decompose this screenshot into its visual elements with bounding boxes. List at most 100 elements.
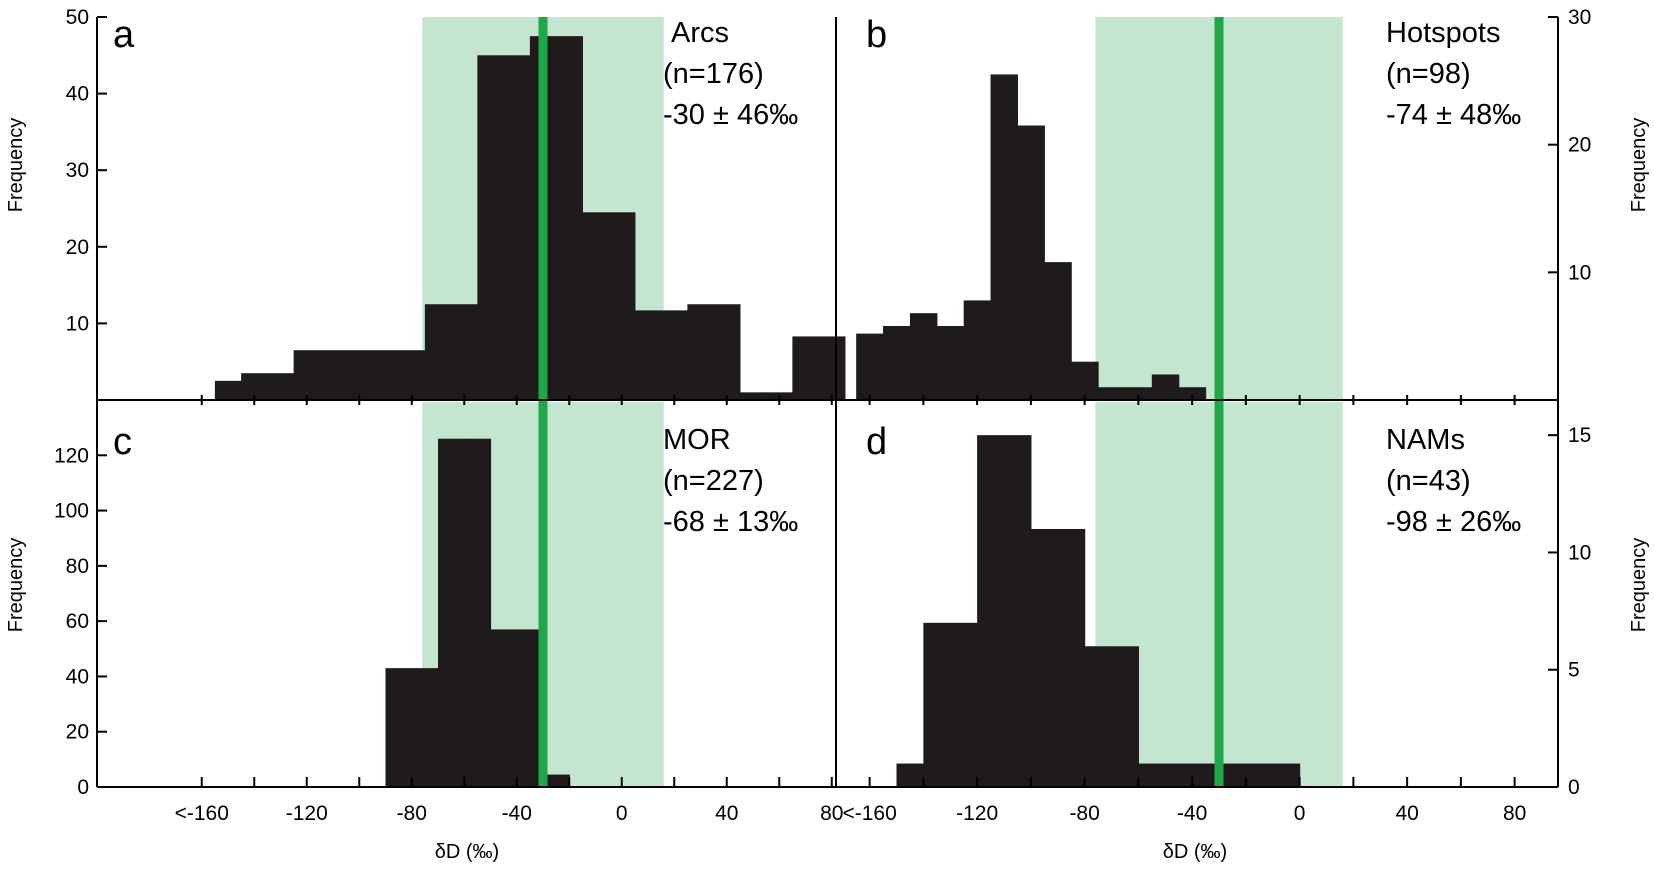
histogram-bar	[1044, 262, 1072, 400]
panel-stat-d: -98 ± 26‰	[1386, 506, 1521, 538]
histogram-bar	[411, 668, 439, 787]
y-tick-label: 20	[1568, 134, 1591, 157]
histogram-bar	[608, 212, 636, 400]
panel-title-b: Hotspots	[1386, 17, 1500, 49]
panel-a: 10 20 30 40 50 a Arcs (n=176) -30 ± 46‰	[66, 6, 846, 401]
y-tick-label: 80	[66, 555, 89, 578]
histogram-bar	[1057, 529, 1086, 787]
histogram-bar	[490, 629, 518, 787]
y-tick-label: 40	[66, 83, 89, 106]
histogram-bar	[1071, 361, 1099, 400]
y-axis-title-b: Frequency	[1628, 118, 1650, 213]
x-tick-label: <-160	[842, 802, 896, 825]
panel-stat-c: -68 ± 13‰	[663, 506, 798, 538]
y-axis-title-a: Frequency	[5, 118, 27, 213]
x-tick-label: -80	[1069, 802, 1099, 825]
panel-title-c: MOR	[663, 424, 731, 456]
histogram-bar	[582, 212, 610, 400]
mean-line-c	[538, 400, 548, 787]
y-tick-label: 10	[66, 312, 89, 335]
histogram-bar	[477, 55, 505, 401]
histogram-bar	[438, 438, 465, 787]
histogram-bar	[1084, 646, 1113, 787]
histogram-bar	[896, 763, 924, 787]
histogram-bar	[241, 373, 295, 400]
x-tick-label: 0	[616, 802, 628, 825]
histogram-bar	[909, 313, 938, 400]
y-tick-label: 100	[54, 500, 89, 523]
histogram-bar	[1272, 763, 1301, 787]
panel-n-d: (n=43)	[1386, 465, 1471, 497]
x-tick-label: -120	[956, 802, 998, 825]
y-tick-label: 15	[1568, 424, 1591, 447]
histogram-bar	[923, 622, 951, 787]
histogram-bar	[950, 622, 978, 787]
y-tick-label: 0	[77, 776, 89, 799]
panel-letter-b: b	[866, 14, 887, 56]
mean-line-b	[1214, 17, 1224, 400]
panel-letter-a: a	[113, 14, 135, 56]
y-axis-title-c: Frequency	[5, 538, 27, 633]
histogram-bar	[1017, 125, 1045, 401]
panel-title-d: NAMs	[1386, 424, 1465, 456]
histogram-bar	[1138, 763, 1166, 787]
y-tick-label: 40	[66, 665, 89, 688]
x-axis-right: <-160 -120 -80 -40 0 40 80	[842, 395, 1526, 825]
panel-b: 10 20 30 b Hotspots (n=98) -74 ± 48‰	[856, 6, 1591, 401]
histogram-bar	[883, 325, 911, 400]
panel-title-a: Arcs	[671, 17, 729, 49]
panel-c: 0 20 40 60 80 100 120 c MOR (n=227) -68 ± 13‰	[54, 400, 798, 799]
histogram-bar	[990, 74, 1019, 400]
y-tick-label: 0	[1568, 776, 1580, 799]
histogram-bar	[424, 304, 452, 400]
histogram-bar	[1111, 646, 1139, 787]
panel-n-c: (n=227)	[663, 465, 764, 497]
x-axis-title-left: δD (‰)	[435, 841, 499, 863]
histogram-bar	[856, 333, 884, 400]
x-tick-label: -40	[502, 802, 532, 825]
histogram-bar	[451, 304, 478, 400]
histogram-bar	[319, 350, 347, 400]
histogram-bar	[936, 325, 965, 400]
histogram-bar	[293, 350, 321, 400]
histogram-bar	[739, 392, 767, 400]
histogram-bar	[977, 435, 1005, 787]
histogram-bar	[372, 350, 400, 400]
histogram-bar	[1030, 529, 1059, 787]
y-tick-label: 20	[66, 236, 89, 259]
histogram-bar	[1192, 763, 1220, 787]
histogram-bar	[556, 36, 583, 401]
y-tick-label: 60	[66, 610, 89, 633]
y-tick-label: 10	[1568, 541, 1591, 564]
mean-line-a	[538, 17, 548, 400]
x-tick-label: 0	[1294, 802, 1306, 825]
y-tick-label: 20	[66, 721, 89, 744]
y-tick-label: 5	[1568, 659, 1580, 682]
histogram-bar	[1124, 387, 1153, 400]
histogram-bar	[713, 304, 741, 400]
x-axis-title-right: δD (‰)	[1163, 841, 1227, 863]
y-axis-title-d: Frequency	[1628, 538, 1650, 633]
axes-frame	[96, 17, 1559, 788]
x-tick-label: 80	[820, 802, 843, 825]
y-tick-label: 10	[1568, 261, 1591, 284]
histogram-bar	[346, 350, 373, 400]
histogram-bar	[503, 55, 531, 401]
histogram-bar	[385, 668, 413, 787]
histogram-bar	[1245, 763, 1274, 787]
histogram-bar	[398, 350, 426, 400]
histogram-bar	[687, 304, 715, 400]
y-tick-label: 50	[66, 6, 89, 29]
histogram-bar	[464, 438, 492, 787]
histogram-bar	[214, 380, 242, 400]
histogram-bar	[543, 774, 570, 787]
histogram-bar	[634, 310, 662, 400]
panel-n-b: (n=98)	[1386, 58, 1471, 90]
panel-letter-d: d	[866, 421, 887, 463]
panel-n-a: (n=176)	[663, 58, 764, 90]
histogram-bar	[1004, 435, 1032, 787]
x-tick-label: 80	[1503, 802, 1526, 825]
x-tick-label: -120	[286, 802, 328, 825]
x-tick-label: 40	[1395, 802, 1418, 825]
